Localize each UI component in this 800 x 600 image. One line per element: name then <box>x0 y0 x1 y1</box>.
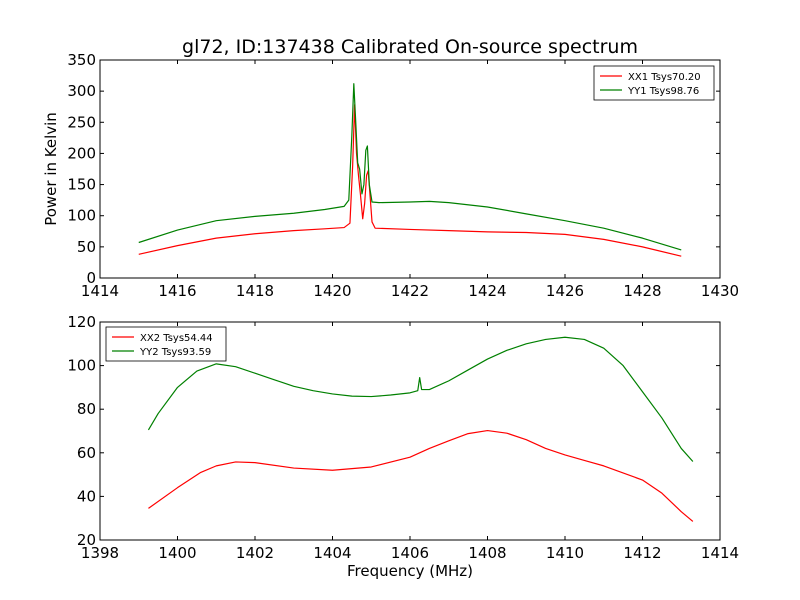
y-tick-label: 200 <box>67 144 96 162</box>
x-tick-label: 1416 <box>158 282 196 300</box>
legend-entry-label: XX2 Tsys54.44 <box>140 333 213 344</box>
x-tick-label: 1422 <box>391 282 429 300</box>
x-tick-label: 1424 <box>468 282 506 300</box>
x-tick-label: 1428 <box>623 282 661 300</box>
x-tick-label: 1420 <box>313 282 351 300</box>
x-tick-label: 1402 <box>236 544 274 562</box>
series-line-xx1 <box>138 104 682 257</box>
legend-box <box>105 326 227 362</box>
x-axis-label: Frequency (MHz) <box>347 562 473 580</box>
y-tick-label: 80 <box>77 400 96 418</box>
y-tick-label: 120 <box>67 313 96 331</box>
x-tick-label: 1406 <box>391 544 429 562</box>
legend-entry-label: XX1 Tsys70.20 <box>628 72 701 83</box>
y-tick-label: 20 <box>77 531 96 549</box>
legend-box <box>593 65 715 101</box>
bottom-spectrum-plot: 1398 1400 1402 1404 1406 1408 1410 1412 1414 20 40… <box>67 313 739 580</box>
x-tick-label: 1414 <box>701 544 739 562</box>
series-line-yy2 <box>147 336 694 462</box>
top-spectrum-plot: 1414 1416 1418 1420 1422 1424 1426 1428 1430 0 50 1… <box>42 51 739 300</box>
legend: XX1 Tsys70.20 YY1 Tsys98.76 <box>593 65 715 101</box>
y-tick-label: 0 <box>86 269 96 287</box>
legend-entry-label: YY1 Tsys98.76 <box>627 86 699 97</box>
legend: XX2 Tsys54.44 YY2 Tsys93.59 <box>105 326 227 362</box>
series-line-xx2 <box>148 429 694 522</box>
x-tick-label: 1404 <box>313 544 351 562</box>
x-tick-label: 1398 <box>81 544 119 562</box>
x-tick-label: 1410 <box>546 544 584 562</box>
y-axis-label: Power in Kelvin <box>42 112 60 226</box>
y-tick-label: 50 <box>77 238 96 256</box>
legend-entry-label: YY2 Tsys93.59 <box>139 347 211 358</box>
x-tick-label: 1426 <box>546 282 584 300</box>
chart-title: gl72, ID:137438 Calibrated On-source spe… <box>182 36 638 58</box>
y-tick-label: 150 <box>67 176 96 194</box>
x-tick-label: 1414 <box>81 282 119 300</box>
x-tick-label: 1408 <box>468 544 506 562</box>
y-tick-label: 300 <box>67 82 96 100</box>
x-tick-label: 1418 <box>236 282 274 300</box>
y-tick-label: 40 <box>77 487 96 505</box>
y-tick-label: 350 <box>67 51 96 69</box>
series-line-yy1 <box>138 83 682 251</box>
x-tick-label: 1400 <box>158 544 196 562</box>
x-tick-label: 1430 <box>701 282 739 300</box>
y-tick-label: 100 <box>67 207 96 225</box>
y-tick-label: 100 <box>67 357 96 375</box>
y-tick-label: 60 <box>77 444 96 462</box>
y-tick-label: 250 <box>67 113 96 131</box>
x-tick-label: 1412 <box>623 544 661 562</box>
